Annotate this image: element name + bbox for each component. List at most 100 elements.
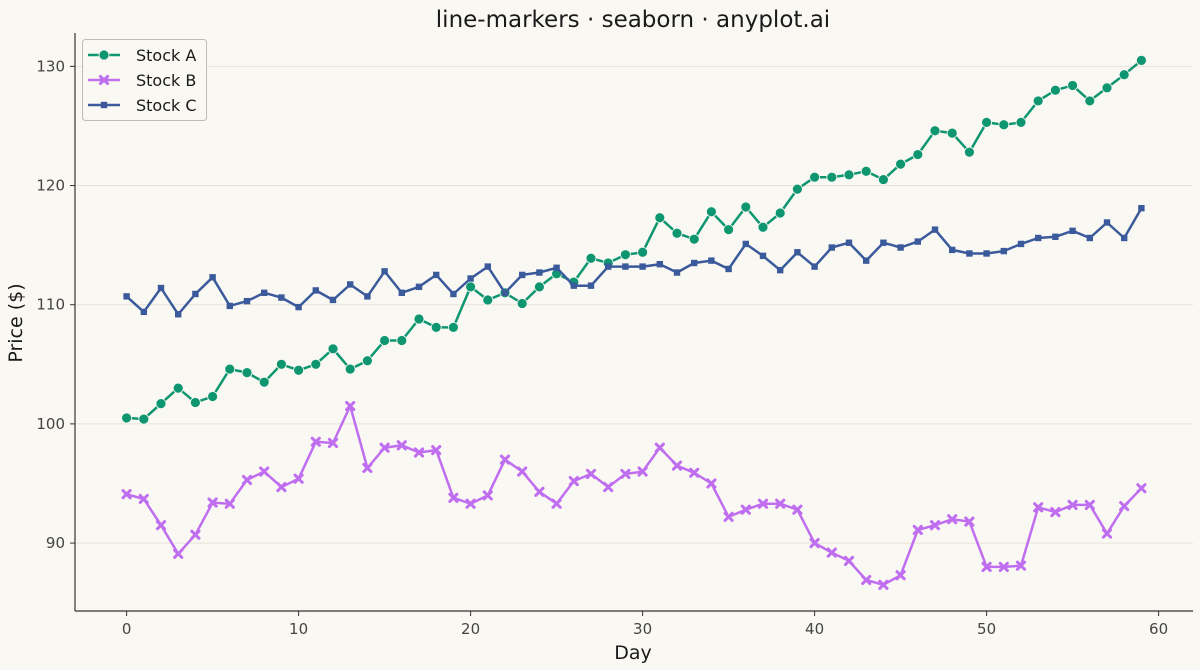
data-point — [880, 239, 887, 246]
data-point — [261, 289, 268, 297]
data-point — [396, 335, 408, 346]
data-point — [1017, 240, 1025, 248]
data-point — [551, 498, 562, 509]
data-point — [258, 376, 270, 388]
data-point — [671, 227, 683, 239]
data-point — [484, 263, 491, 270]
data-point — [794, 249, 801, 256]
legend-label: Stock A — [136, 46, 196, 65]
chart-title: line-markers · seaborn · anyplot.ai — [436, 7, 830, 33]
data-point — [775, 498, 786, 509]
data-point — [1136, 55, 1147, 66]
data-point — [998, 119, 1010, 131]
data-point — [192, 290, 199, 298]
data-point — [811, 263, 818, 270]
data-point — [190, 529, 201, 540]
x-tick-label: 10 — [289, 620, 308, 638]
data-point — [826, 171, 838, 183]
data-point — [603, 481, 614, 493]
data-point — [998, 561, 1009, 573]
data-point — [706, 478, 717, 489]
data-point — [295, 303, 302, 311]
data-point — [949, 246, 956, 254]
data-point — [189, 397, 201, 408]
data-point — [1103, 219, 1111, 226]
data-point — [100, 101, 108, 109]
data-point — [708, 257, 715, 264]
data-point — [1033, 502, 1044, 513]
data-point — [499, 454, 511, 465]
data-point — [1000, 247, 1007, 255]
legend-label: Stock C — [136, 96, 197, 115]
legend-box — [82, 39, 207, 121]
data-point — [826, 547, 837, 558]
data-point — [278, 294, 285, 301]
data-point — [946, 127, 958, 139]
data-point — [689, 467, 700, 478]
data-point — [517, 466, 528, 477]
data-point — [983, 250, 990, 257]
data-point — [929, 125, 941, 137]
data-point — [688, 233, 700, 245]
data-point — [344, 363, 356, 375]
data-point — [828, 244, 835, 251]
data-point — [863, 257, 870, 264]
data-point — [585, 468, 597, 480]
data-point — [482, 490, 493, 501]
data-point — [175, 311, 182, 318]
data-point — [276, 481, 287, 493]
data-point — [964, 516, 975, 527]
x-tick-label: 20 — [461, 620, 480, 638]
data-point — [310, 436, 321, 447]
data-point — [914, 238, 921, 245]
x-tick-label: 40 — [805, 620, 824, 638]
data-point — [620, 468, 631, 480]
data-point — [585, 252, 597, 264]
data-point — [777, 266, 784, 274]
data-point — [310, 358, 322, 370]
data-point — [172, 382, 184, 394]
data-point — [1052, 233, 1059, 240]
data-point — [1084, 95, 1096, 107]
data-point — [742, 240, 749, 248]
data-point — [293, 473, 304, 484]
y-axis-label: Price ($) — [5, 283, 27, 362]
x-tick-label: 0 — [122, 620, 132, 638]
data-point — [243, 297, 251, 305]
data-point — [1119, 501, 1130, 512]
data-point — [138, 493, 149, 505]
data-point — [1086, 234, 1093, 242]
data-point — [121, 489, 132, 500]
data-point — [121, 412, 132, 424]
data-point — [398, 289, 405, 297]
data-point — [224, 498, 235, 509]
data-point — [912, 149, 924, 160]
data-point — [706, 206, 717, 218]
data-point — [981, 561, 992, 573]
data-point — [1138, 204, 1145, 212]
data-point — [364, 293, 371, 300]
data-point — [774, 207, 786, 219]
data-point — [757, 221, 769, 233]
data-point — [519, 271, 526, 279]
legend-label: Stock B — [136, 71, 196, 90]
data-point — [312, 287, 319, 294]
data-point — [620, 249, 631, 261]
data-point — [845, 239, 853, 246]
data-point — [1101, 82, 1113, 94]
data-point — [329, 296, 337, 304]
data-point — [347, 281, 354, 288]
data-point — [570, 282, 577, 289]
data-point — [843, 555, 855, 567]
data-point — [534, 486, 545, 497]
data-point — [259, 466, 270, 477]
data-point — [981, 116, 992, 128]
data-point — [501, 289, 509, 297]
data-point — [792, 504, 803, 515]
data-point — [673, 269, 681, 276]
data-point — [207, 391, 219, 402]
y-tick-label: 110 — [36, 296, 65, 314]
data-point — [1035, 234, 1042, 242]
data-point — [379, 335, 391, 346]
data-point — [740, 201, 752, 213]
